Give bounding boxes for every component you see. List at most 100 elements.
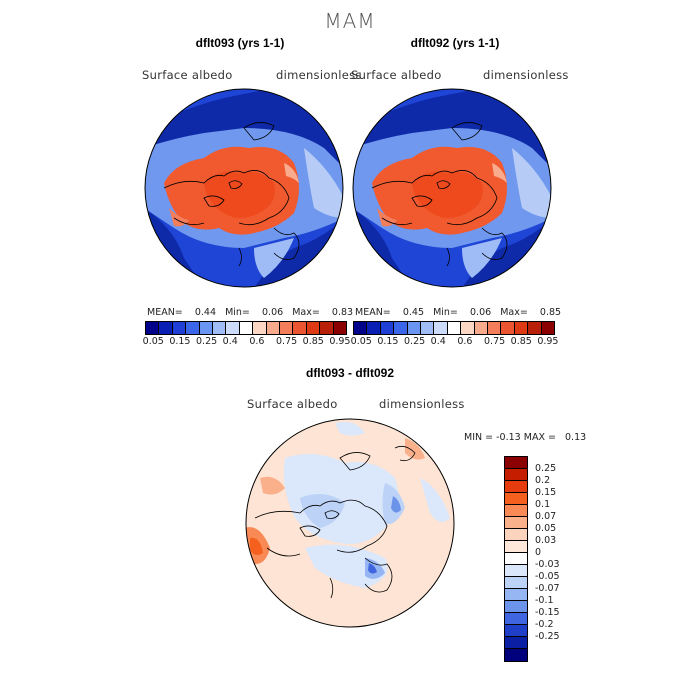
diff-colorbar-swatch <box>505 505 527 517</box>
colorbar-tick-label: 0.4 <box>430 336 446 347</box>
difference-stats: MIN = -0.13 MAX = 0.13 <box>464 432 586 443</box>
colorbar-tick-label: 0.4 <box>222 336 238 347</box>
diff-colorbar-swatch <box>505 625 527 637</box>
colorbar-swatch <box>474 322 489 334</box>
difference-min-label: MIN = <box>464 432 494 443</box>
colorbar-tick-label: 0.95 <box>329 336 351 347</box>
colorbar-swatch <box>394 322 408 334</box>
diff-colorbar-swatch <box>505 469 527 481</box>
diff-colorbar-label: -0.07 <box>535 583 560 594</box>
diff-colorbar-label: 0.07 <box>535 511 557 522</box>
panel-1-max-label: Max= <box>292 307 320 318</box>
panel-1-colorbar <box>145 321 347 335</box>
panel-1-mean-label: MEAN= <box>147 307 183 318</box>
colorbar-swatch <box>528 322 542 334</box>
colorbar-tick-label: 0.05 <box>142 336 164 347</box>
diff-colorbar-swatch <box>505 649 527 661</box>
panel-1-title: dflt093 (yrs 1-1) <box>195 36 285 50</box>
colorbar-tick-label: 0.05 <box>350 336 372 347</box>
diff-colorbar-swatch <box>505 493 527 505</box>
diff-colorbar-swatch <box>505 517 527 529</box>
diff-colorbar-label: -0.25 <box>535 631 560 642</box>
diff-colorbar-label: 0.2 <box>535 475 551 486</box>
colorbar-swatch <box>213 322 227 334</box>
diff-colorbar-label: 0.15 <box>535 487 557 498</box>
colorbar-tick-label: 0.15 <box>169 336 191 347</box>
diff-colorbar-swatch <box>505 589 527 601</box>
colorbar-swatch <box>434 322 448 334</box>
diff-colorbar-label: 0.03 <box>535 535 557 546</box>
panel-1-max: 0.83 <box>331 307 354 318</box>
panel-2-min-label: Min= <box>433 307 458 318</box>
colorbar-swatch <box>280 322 294 334</box>
colorbar-swatch <box>354 322 368 334</box>
colorbar-tick-label: 0.85 <box>510 336 532 347</box>
difference-min: -0.13 <box>496 432 521 443</box>
difference-variable: Surface albedo <box>247 397 338 411</box>
difference-max: 0.13 <box>565 432 587 443</box>
panel-1-stats: MEAN= 0.44 Min= 0.06 Max= 0.83 <box>147 307 353 318</box>
diff-colorbar-swatch <box>505 541 527 553</box>
colorbar-swatch <box>199 322 214 334</box>
panel-2-mean-label: MEAN= <box>355 307 391 318</box>
panel-1-mean: 0.44 <box>194 307 217 318</box>
colorbar-swatch <box>541 322 555 334</box>
colorbar-swatch <box>266 322 281 334</box>
colorbar-swatch <box>421 322 435 334</box>
diff-colorbar-label: -0.2 <box>535 619 554 630</box>
diff-colorbar-swatch <box>505 577 527 589</box>
colorbar-swatch <box>461 322 475 334</box>
diff-colorbar-swatch <box>505 481 527 493</box>
panel-2-colorbar <box>353 321 555 335</box>
colorbar-tick-label: 0.6 <box>249 336 265 347</box>
colorbar-swatch <box>186 322 200 334</box>
panel-2-variable: Surface albedo <box>351 68 442 82</box>
colorbar-swatch <box>320 322 334 334</box>
panel-1-units: dimensionless <box>276 68 362 82</box>
colorbar-swatch <box>514 322 529 334</box>
panel-1-map <box>144 88 344 288</box>
colorbar-swatch <box>239 322 254 334</box>
diff-colorbar-swatch <box>505 601 527 613</box>
colorbar-tick-label: 0.25 <box>404 336 426 347</box>
colorbar-tick-label: 0.6 <box>457 336 473 347</box>
diff-colorbar-swatch <box>505 457 527 469</box>
panel-1-colorbar-ticks: 0.05 0.15 0.25 0.4 0.6 0.75 0.85 0.95 <box>142 336 351 348</box>
diff-colorbar-label: 0.1 <box>535 499 551 510</box>
panel-2-stats: MEAN= 0.45 Min= 0.06 Max= 0.85 <box>355 307 561 318</box>
difference-max-label: MAX = <box>523 432 556 443</box>
colorbar-swatch <box>501 322 515 334</box>
difference-map <box>245 418 455 628</box>
colorbar-swatch <box>333 322 347 334</box>
colorbar-tick-label: 0.75 <box>484 336 506 347</box>
colorbar-swatch <box>293 322 307 334</box>
colorbar-swatch <box>146 322 160 334</box>
colorbar-swatch <box>447 322 462 334</box>
figure-title: MAM <box>324 9 376 33</box>
diff-colorbar-swatch <box>505 529 527 541</box>
difference-colorbar <box>504 456 528 662</box>
panel-1-min: 0.06 <box>262 307 284 318</box>
diff-colorbar-label: -0.1 <box>535 595 554 606</box>
colorbar-tick-label: 0.25 <box>196 336 218 347</box>
diff-colorbar-swatch <box>505 613 527 625</box>
panel-2-units: dimensionless <box>483 68 569 82</box>
colorbar-swatch <box>159 322 173 334</box>
diff-colorbar-label: 0.25 <box>535 463 557 474</box>
diff-colorbar-label: -0.03 <box>535 559 560 570</box>
diff-colorbar-swatch <box>505 565 527 577</box>
panel-2-mean: 0.45 <box>402 307 425 318</box>
panel-1-variable: Surface albedo <box>142 68 233 82</box>
difference-units: dimensionless <box>379 397 465 411</box>
panel-2-map <box>352 88 552 288</box>
colorbar-tick-label: 0.15 <box>377 336 399 347</box>
colorbar-swatch <box>488 322 502 334</box>
diff-colorbar-label: 0.05 <box>535 523 557 534</box>
diff-colorbar-swatch <box>505 637 527 649</box>
colorbar-swatch <box>226 322 240 334</box>
colorbar-swatch <box>306 322 321 334</box>
panel-2-max: 0.85 <box>539 307 562 318</box>
colorbar-tick-label: 0.75 <box>276 336 298 347</box>
colorbar-swatch <box>253 322 267 334</box>
colorbar-swatch <box>407 322 422 334</box>
